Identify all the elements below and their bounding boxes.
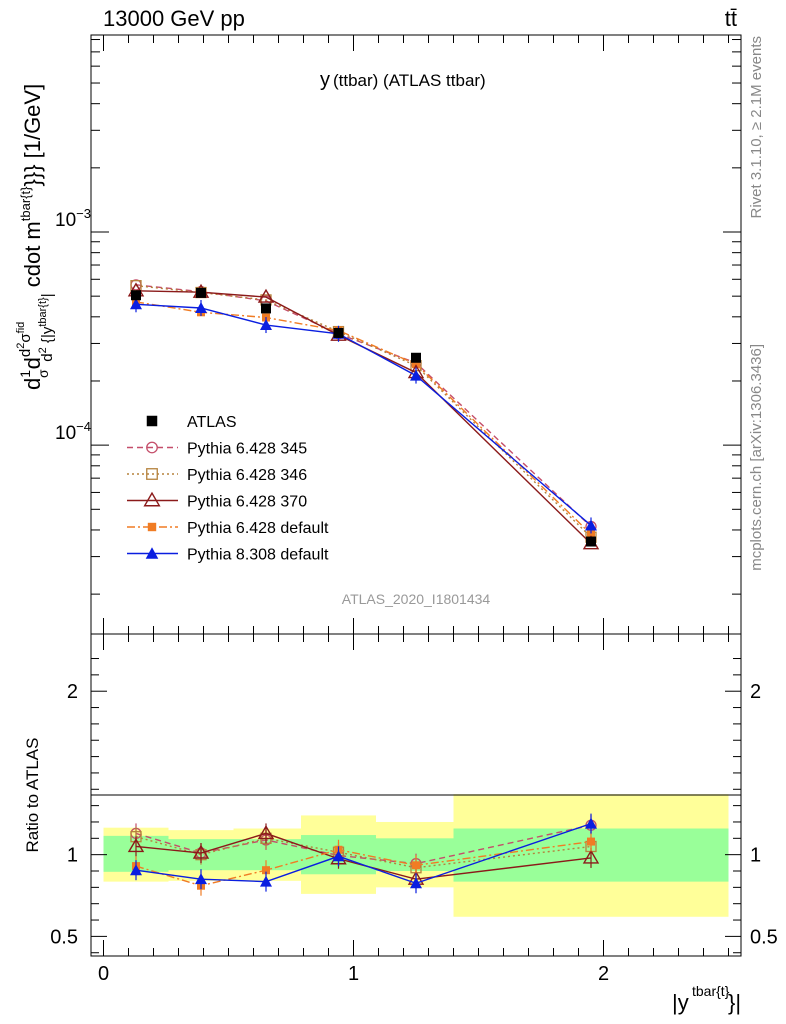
main-series-line xyxy=(135,303,592,526)
marker-open-square xyxy=(146,468,158,480)
ratio-ylabel: Ratio to ATLAS xyxy=(23,738,42,853)
marker-filled-triangle xyxy=(585,817,597,829)
ratio-ytick-label-left: 1 xyxy=(67,845,78,867)
marker-filled-square xyxy=(131,290,141,301)
ratio-xtick-label: 2 xyxy=(598,963,609,985)
marker-filled-square xyxy=(411,352,421,363)
ratio-series-pythia-8-308-default xyxy=(130,813,597,894)
legend-item: Pythia 6.428 default xyxy=(127,520,329,537)
ratio-ytick-label-left: 2 xyxy=(67,681,78,703)
marker-filled-square xyxy=(261,303,271,314)
ratio-series-line xyxy=(135,832,592,880)
legend-item: ATLAS xyxy=(146,414,237,431)
xlabel-main: |y xyxy=(672,990,689,1015)
legend-item: Pythia 8.308 default xyxy=(127,547,329,564)
main-panel-frame xyxy=(90,34,742,635)
main-y-ticks xyxy=(91,35,741,634)
marker-filled-triangle xyxy=(195,301,207,313)
ratio-series-group xyxy=(127,813,600,896)
marker-filled-triangle xyxy=(260,875,272,887)
ratio-series-line xyxy=(135,840,592,887)
ratio-ticks: 0.5 0.5 1 1 2 2 0 1 2 xyxy=(50,634,778,985)
marker-filled-square xyxy=(196,287,206,298)
legend-label: Pythia 8.308 default xyxy=(187,547,329,564)
main-series-atlas xyxy=(131,287,596,547)
legend: ATLAS Pythia 6.428 345 Pythia 6.428 346 Pyt… xyxy=(127,414,329,564)
marker-filled-triangle xyxy=(410,369,422,381)
marker-filled-triangle xyxy=(585,519,597,531)
marker-filled-triangle xyxy=(195,873,207,885)
legend-item: Pythia 6.428 346 xyxy=(127,467,307,484)
main-series-line xyxy=(135,301,592,535)
ratio-panel-frame xyxy=(90,633,742,957)
legend-item: Pythia 6.428 345 xyxy=(127,441,307,458)
marker-filled-triangle xyxy=(145,547,159,559)
marker-filled-triangle xyxy=(260,319,272,331)
mcplots-label: mcplots.cern.ch [arXiv:1306.3436] xyxy=(748,344,765,571)
main-ytick-label-1e-3: 10−3 xyxy=(55,206,91,231)
main-ylabel: d1 σdd2σfidd2 {|ytbar{t}| cdot mtbar{t}}}… xyxy=(15,84,56,390)
marker-filled-square-small xyxy=(147,522,157,532)
marker-filled-square-small xyxy=(587,837,595,846)
main-series-group xyxy=(127,279,600,550)
legend-label: Pythia 6.428 370 xyxy=(187,494,307,511)
marker-filled-square-small xyxy=(412,360,420,369)
analysis-watermark: ATLAS_2020_I1801434 xyxy=(342,591,491,607)
ratio-series-line xyxy=(135,822,592,885)
marker-open-triangle xyxy=(127,838,145,853)
marker-filled-square-small xyxy=(412,861,420,870)
marker-filled-triangle xyxy=(130,298,142,310)
legend-label: ATLAS xyxy=(187,414,237,431)
marker-filled-square-small xyxy=(587,530,595,539)
marker-filled-square-small xyxy=(262,866,270,875)
main-series-line xyxy=(135,284,592,528)
ratio-ytick-label-left: 0.5 xyxy=(50,926,78,948)
marker-open-triangle xyxy=(257,825,275,840)
marker-open-triangle xyxy=(192,844,210,859)
rivet-label: Rivet 3.1.10, ≥ 2.1M events xyxy=(748,36,765,219)
plot-title-main: y xyxy=(320,69,330,91)
marker-open-triangle xyxy=(582,849,600,864)
marker-filled-triangle xyxy=(130,864,142,876)
legend-label: Pythia 6.428 default xyxy=(187,520,329,537)
xlabel-end: }| xyxy=(728,990,741,1015)
marker-filled-square xyxy=(333,327,344,338)
legend-label: Pythia 6.428 345 xyxy=(187,441,307,458)
xlabel-superscript: tbar{t} xyxy=(692,983,730,999)
marker-open-triangle xyxy=(257,288,275,303)
ratio-xtick-label: 1 xyxy=(348,963,359,985)
ratio-ytick-label-right: 2 xyxy=(750,681,761,703)
main-panel: 10−4 10−3 y (ttbar) (ATLAS ttbar) d1 σdd2… xyxy=(15,34,742,635)
plot-title-sub: (ttbar) (ATLAS ttbar) xyxy=(333,71,486,90)
ratio-ytick-label-right: 1 xyxy=(750,845,761,867)
ratio-xlabel: |y tbar{t} }| xyxy=(672,983,741,1015)
marker-filled-triangle xyxy=(410,877,422,889)
ratio-xtick-label: 0 xyxy=(98,963,109,985)
main-ytick-label-1e-4: 10−4 xyxy=(55,419,91,444)
legend-item: Pythia 6.428 370 xyxy=(127,491,307,511)
marker-open-circle xyxy=(146,441,158,454)
ratio-series-line xyxy=(135,824,592,865)
ratio-panel: 0.5 0.5 1 1 2 2 0 1 2 Ratio to ATLAS |y tbar{t} … xyxy=(23,633,778,1015)
marker-filled-triangle xyxy=(332,850,345,862)
marker-filled-square xyxy=(146,415,158,427)
legend-label: Pythia 6.428 346 xyxy=(187,467,307,484)
header-left: 13000 GeV pp xyxy=(103,6,245,31)
marker-open-triangle xyxy=(143,491,161,507)
header-right: tt̄ xyxy=(725,6,737,31)
ratio-ytick-label-right: 0.5 xyxy=(750,926,778,948)
marker-filled-square xyxy=(586,536,596,547)
